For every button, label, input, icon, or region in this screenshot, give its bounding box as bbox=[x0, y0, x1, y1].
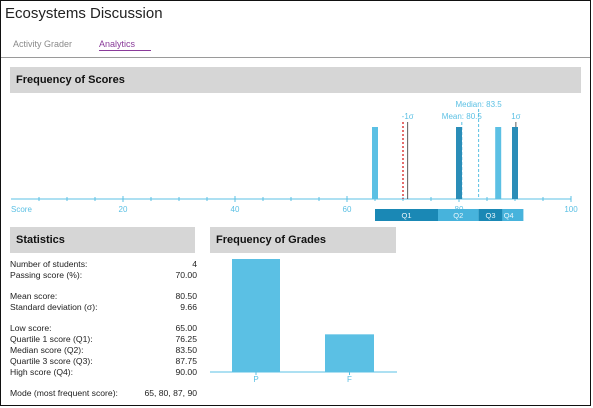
stat-row-mean: Mean score: 80.50 bbox=[10, 291, 197, 302]
stat-value: 65.00 bbox=[175, 323, 197, 333]
quartile-segment bbox=[375, 209, 438, 221]
stat-label: Median score (Q2): bbox=[10, 345, 84, 355]
stat-label: Mean score: bbox=[10, 291, 58, 301]
score-tick-label: 100 bbox=[564, 205, 578, 214]
minus-sigma-label: -1σ bbox=[402, 112, 414, 121]
grade-bar bbox=[232, 259, 280, 372]
active-tab-indicator bbox=[99, 50, 151, 51]
quartile-segment bbox=[438, 209, 479, 221]
tab-analytics[interactable]: Analytics bbox=[99, 39, 136, 49]
grade-category-label: F bbox=[347, 375, 352, 384]
score-bar bbox=[456, 127, 462, 199]
stat-value: 65, 80, 87, 90 bbox=[144, 388, 197, 398]
stat-row-students: Number of students: 4 bbox=[10, 259, 197, 270]
quartile-segment bbox=[502, 209, 515, 221]
quartile-label: Q1 bbox=[401, 211, 411, 220]
stat-value: 83.50 bbox=[175, 345, 197, 355]
stat-value: 4 bbox=[192, 259, 197, 269]
score-tick-label: 40 bbox=[231, 205, 240, 214]
stat-row-high: High score (Q4): 90.00 bbox=[10, 367, 197, 378]
stat-row-median: Median score (Q2): 83.50 bbox=[10, 345, 197, 356]
quartile-label: Q4 bbox=[504, 211, 514, 220]
stat-row-mode: Mode (most frequent score): 65, 80, 87, 9… bbox=[10, 388, 197, 399]
header-divider bbox=[1, 57, 590, 58]
stat-label: Standard deviation (σ): bbox=[10, 302, 98, 312]
score-tick-label: 20 bbox=[119, 205, 128, 214]
quartile-segment-cap bbox=[515, 209, 524, 221]
stat-row-std-dev: Standard deviation (σ): 9.66 bbox=[10, 302, 197, 313]
app-title: Ecosystems Discussion bbox=[5, 5, 163, 22]
score-bar bbox=[495, 127, 502, 199]
stat-label: High score (Q4): bbox=[10, 367, 74, 377]
median-label: Median: 83.5 bbox=[455, 100, 502, 109]
frequency-of-grades-header: Frequency of Grades bbox=[210, 227, 396, 253]
quartile-label: Q3 bbox=[485, 211, 495, 220]
stat-label: Passing score (%): bbox=[10, 270, 83, 280]
statistics-header: Statistics bbox=[10, 227, 195, 253]
score-axis-label: Score bbox=[11, 205, 32, 214]
tab-activity-grader[interactable]: Activity Grader bbox=[13, 39, 73, 49]
stat-value: 87.75 bbox=[175, 356, 197, 366]
score-tick-label: 60 bbox=[343, 205, 352, 214]
stat-value: 80.50 bbox=[175, 291, 197, 301]
stat-label: Quartile 1 score (Q1): bbox=[10, 334, 93, 344]
stat-row-q3: Quartile 3 score (Q3): 87.75 bbox=[10, 356, 197, 367]
stat-value: 70.00 bbox=[175, 270, 197, 280]
stat-row-passing: Passing score (%): 70.00 bbox=[10, 270, 197, 281]
quartile-label: Q2 bbox=[453, 211, 463, 220]
stat-row-low: Low score: 65.00 bbox=[10, 323, 197, 334]
grade-bar bbox=[325, 334, 374, 372]
stat-label: Mode (most frequent score): bbox=[10, 388, 118, 398]
stat-value: 76.25 bbox=[175, 334, 197, 344]
frequency-of-scores-header: Frequency of Scores bbox=[10, 67, 581, 93]
plus-sigma-label: 1σ bbox=[511, 112, 520, 121]
mean-label: Mean: 80.5 bbox=[442, 112, 483, 121]
stat-label: Low score: bbox=[10, 323, 52, 333]
stat-label: Quartile 3 score (Q3): bbox=[10, 356, 93, 366]
score-bar bbox=[512, 127, 518, 199]
score-bar bbox=[372, 127, 378, 199]
stat-value: 9.66 bbox=[180, 302, 197, 312]
grade-category-label: P bbox=[253, 375, 258, 384]
quartile-segment bbox=[478, 209, 503, 221]
stat-row-q1: Quartile 1 score (Q1): 76.25 bbox=[10, 334, 197, 345]
stat-value: 90.00 bbox=[175, 367, 197, 377]
stat-label: Number of students: bbox=[10, 259, 88, 269]
